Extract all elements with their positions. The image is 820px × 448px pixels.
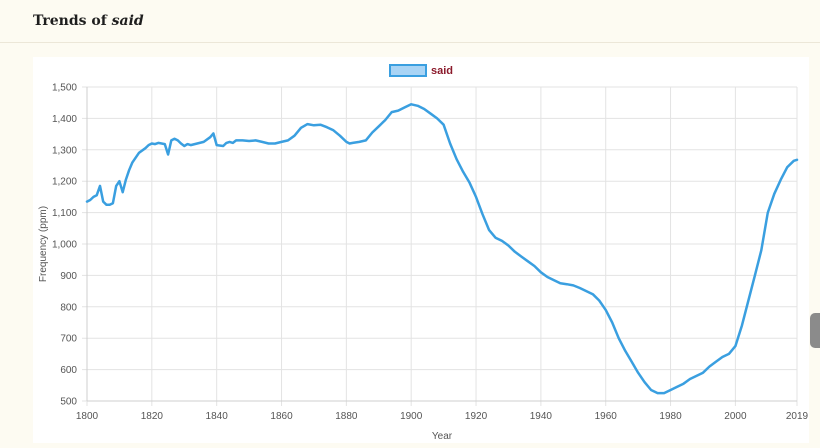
y-tick-label: 500	[60, 397, 77, 408]
scroll-handle[interactable]	[810, 313, 820, 348]
x-tick-label: 1820	[141, 411, 164, 422]
trend-chart: 500 600 700 800 900 1,000 1,100 1,200 1,300 1,400…	[38, 64, 809, 442]
x-tick-label: 1800	[76, 411, 99, 422]
x-tick-label: 2019	[786, 411, 809, 422]
page-header: Trends of said	[0, 0, 820, 43]
x-tick-label: 1920	[465, 411, 488, 422]
y-tick-label: 1,200	[52, 177, 77, 188]
page-title-word: said	[111, 13, 144, 29]
y-tick-label: 600	[60, 365, 77, 376]
y-tick-label: 700	[60, 334, 77, 345]
x-tick-label: 1880	[335, 411, 358, 422]
x-tick-label: 1980	[659, 411, 682, 422]
x-tick-label: 1960	[595, 411, 618, 422]
x-axis-label: Year	[432, 431, 453, 442]
x-tick-label: 1860	[270, 411, 293, 422]
x-tick-label: 1940	[530, 411, 553, 422]
x-tick-label: 1900	[400, 411, 423, 422]
x-axis-ticks: 1800 1820 1840 1860 1880 1900 1920 1940 1960 1980…	[76, 411, 809, 422]
y-tick-label: 1,300	[52, 145, 77, 156]
y-tick-label: 1,100	[52, 208, 77, 219]
y-tick-label: 1,500	[52, 83, 77, 94]
legend-label: said	[431, 65, 453, 77]
y-tick-label: 800	[60, 302, 77, 313]
legend-swatch	[389, 64, 427, 77]
chart-legend: said	[389, 64, 453, 77]
y-axis-label: Frequency (ppm)	[38, 206, 49, 282]
x-tick-label: 1840	[206, 411, 229, 422]
y-tick-label: 900	[60, 271, 77, 282]
y-tick-label: 1,000	[52, 240, 77, 251]
series-line-said	[85, 103, 799, 395]
chart-series	[85, 103, 799, 395]
x-tick-label: 2000	[724, 411, 747, 422]
page-title: Trends of said	[33, 13, 144, 29]
chart-grid	[82, 86, 798, 406]
chart-card: 500 600 700 800 900 1,000 1,100 1,200 1,300 1,400…	[33, 57, 809, 443]
y-axis-ticks: 500 600 700 800 900 1,000 1,100 1,200 1,300 1,400…	[52, 83, 77, 408]
y-tick-label: 1,400	[52, 114, 77, 125]
